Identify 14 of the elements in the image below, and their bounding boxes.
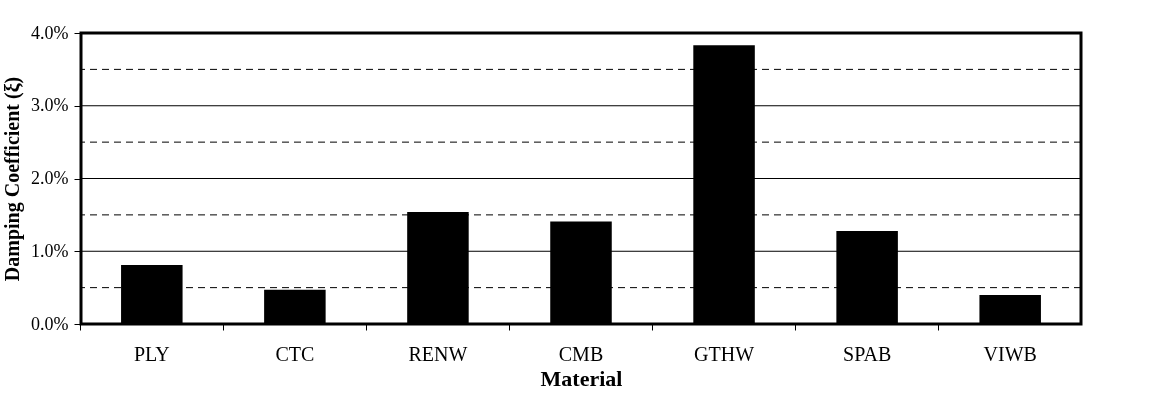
x-axis-title: Material [540,365,623,391]
y-tick-label: 3.0% [31,95,69,116]
x-tick-label: SPAB [843,342,892,365]
x-tick-label: CTC [275,342,315,365]
y-tick-label: 0.0% [31,313,69,334]
y-tick-label: 1.0% [31,240,69,261]
y-tick-label: 2.0% [31,168,69,188]
x-tick-label: CMB [558,342,604,365]
x-tick-label: PLY [133,342,170,365]
x-tick-label: RENW [408,342,468,365]
y-tick-label: 4.0% [31,22,69,43]
y-axis-title: Damping Coefficient (ξ) [1,76,25,282]
x-tick-label: GTHW [694,342,755,365]
x-tick-label: VIWB [983,342,1037,365]
